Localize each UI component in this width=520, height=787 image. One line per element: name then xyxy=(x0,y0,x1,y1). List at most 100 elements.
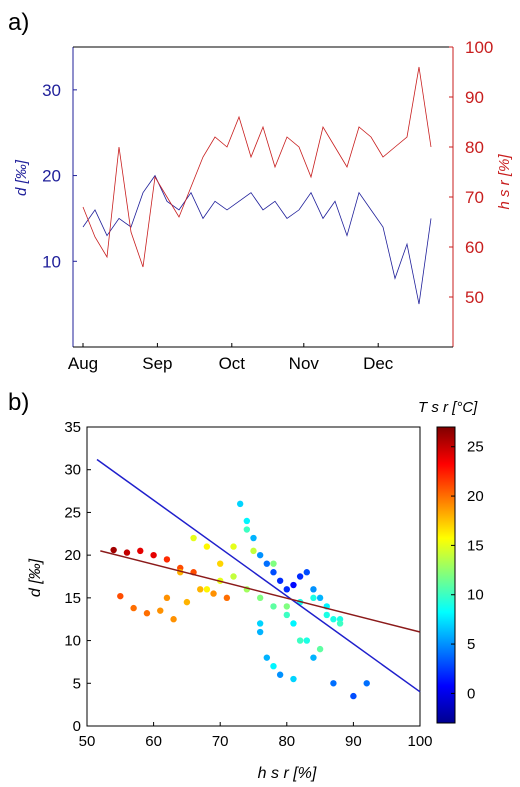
panel-a-label: a) xyxy=(8,9,29,36)
colorbar-tick-label: 15 xyxy=(467,537,484,554)
x-tick-label: Aug xyxy=(68,354,98,373)
y-tick-label: 30 xyxy=(64,462,81,479)
scatter-point xyxy=(203,586,211,593)
y-right-tick-label: 80 xyxy=(465,138,484,157)
colorbar-tick-label: 20 xyxy=(467,488,484,505)
scatter-point xyxy=(363,680,370,687)
scatter-point xyxy=(290,675,297,683)
scatter-point xyxy=(250,534,257,542)
scatter-point xyxy=(330,680,337,687)
scatter-point xyxy=(157,607,164,614)
scatter-point xyxy=(283,586,290,593)
scatter-point xyxy=(110,546,117,554)
y-tick-label: 20 xyxy=(64,547,81,564)
scatter-point xyxy=(350,692,357,700)
y-right-tick-label: 100 xyxy=(465,38,493,57)
y-left-tick-label: 30 xyxy=(42,81,61,100)
scatter-point xyxy=(130,604,137,612)
scatter-point xyxy=(143,610,151,617)
colorbar-tick-label: 0 xyxy=(467,685,475,702)
y-right-tick-label: 50 xyxy=(465,288,484,307)
panel-b-ylabel: d [‰] xyxy=(27,558,44,597)
scatter-point xyxy=(310,654,317,661)
plot-frame xyxy=(86,426,421,727)
y-tick-label: 5 xyxy=(73,675,81,692)
x-tick-label: 100 xyxy=(407,733,432,750)
scatter-point xyxy=(230,543,237,550)
panel-a-right-axis-label: h s r [%] xyxy=(496,154,513,210)
scatter-point xyxy=(163,556,171,563)
scatter-point xyxy=(290,581,297,589)
scatter-point xyxy=(203,543,211,550)
scatter-point xyxy=(263,560,271,567)
scatter-point xyxy=(243,517,251,525)
scatter-point xyxy=(310,586,317,593)
y-left-tick-label: 20 xyxy=(42,167,61,186)
scatter-point xyxy=(256,551,264,559)
scatter-point xyxy=(303,569,310,576)
scatter-point xyxy=(230,573,237,580)
panel-b-label: b) xyxy=(8,389,29,416)
colorbar-tick-label: 10 xyxy=(467,587,484,604)
scatter-point xyxy=(270,560,277,567)
x-tick-label: 90 xyxy=(345,733,362,750)
scatter-point xyxy=(270,603,277,610)
scatter-point xyxy=(250,547,257,555)
y-tick-label: 35 xyxy=(64,419,81,436)
scatter-point xyxy=(210,590,217,597)
scatter-point xyxy=(236,500,244,508)
series-d xyxy=(82,174,432,305)
y-tick-label: 25 xyxy=(64,504,81,521)
scatter-point xyxy=(330,616,337,623)
scatter-point xyxy=(290,620,297,627)
y-tick-label: 15 xyxy=(64,590,81,607)
scatter-point xyxy=(137,547,144,555)
scatter-point xyxy=(170,616,177,623)
scatter-point xyxy=(256,628,264,636)
colorbar-gradient xyxy=(436,426,456,724)
series-hsr xyxy=(82,66,432,268)
y-tick-label: 0 xyxy=(73,718,81,735)
y-tick-label: 10 xyxy=(64,633,81,650)
y-right-tick-label: 60 xyxy=(465,238,484,257)
scatter-point xyxy=(243,526,251,533)
x-tick-label: Dec xyxy=(363,354,394,373)
fit-line-1 xyxy=(96,458,421,693)
panel-b-xlabel: h s r [%] xyxy=(258,765,317,782)
scatter-point xyxy=(190,534,197,542)
scatter-point xyxy=(336,620,344,627)
scatter-point xyxy=(270,663,277,670)
scatter-point xyxy=(296,573,304,580)
panel-b-plot: 50 60 70 80 90 100 0 5 10 15 20 25 30 35 xyxy=(64,419,432,750)
x-tick-label: Oct xyxy=(219,354,246,373)
scatter-point xyxy=(270,569,277,576)
scatter-point xyxy=(283,611,290,619)
y-left-tick-label: 10 xyxy=(42,252,61,271)
x-tick-label: Sep xyxy=(142,354,172,373)
scatter-point xyxy=(123,549,131,556)
scatter-point xyxy=(323,611,330,619)
x-tick-label: 70 xyxy=(212,733,229,750)
scatter-point xyxy=(163,594,171,602)
panel-a-plot: 10 20 30 50 60 70 80 90 100 Aug Sep Oct Nov Dec xyxy=(42,38,493,373)
y-right-tick-label: 70 xyxy=(465,188,484,207)
scatter-point xyxy=(256,620,264,627)
scatter-point xyxy=(296,637,304,644)
scatter-point xyxy=(276,671,284,678)
x-tick-label: 50 xyxy=(79,733,96,750)
colorbar-tick-label: 5 xyxy=(467,636,475,653)
fit-line-2 xyxy=(100,550,421,633)
scatter-point xyxy=(183,598,191,606)
scatter-point xyxy=(283,603,290,610)
scatter-point xyxy=(316,594,324,602)
scatter-point xyxy=(303,637,310,644)
x-tick-label: 80 xyxy=(278,733,295,750)
scatter-point xyxy=(217,560,224,567)
colorbar: 0 5 10 15 20 25 xyxy=(436,426,484,724)
scatter-point xyxy=(117,592,124,600)
scatter-point xyxy=(263,654,271,661)
scatter-point xyxy=(150,551,157,559)
scatter-point xyxy=(256,594,264,602)
x-tick-label: Nov xyxy=(289,354,320,373)
